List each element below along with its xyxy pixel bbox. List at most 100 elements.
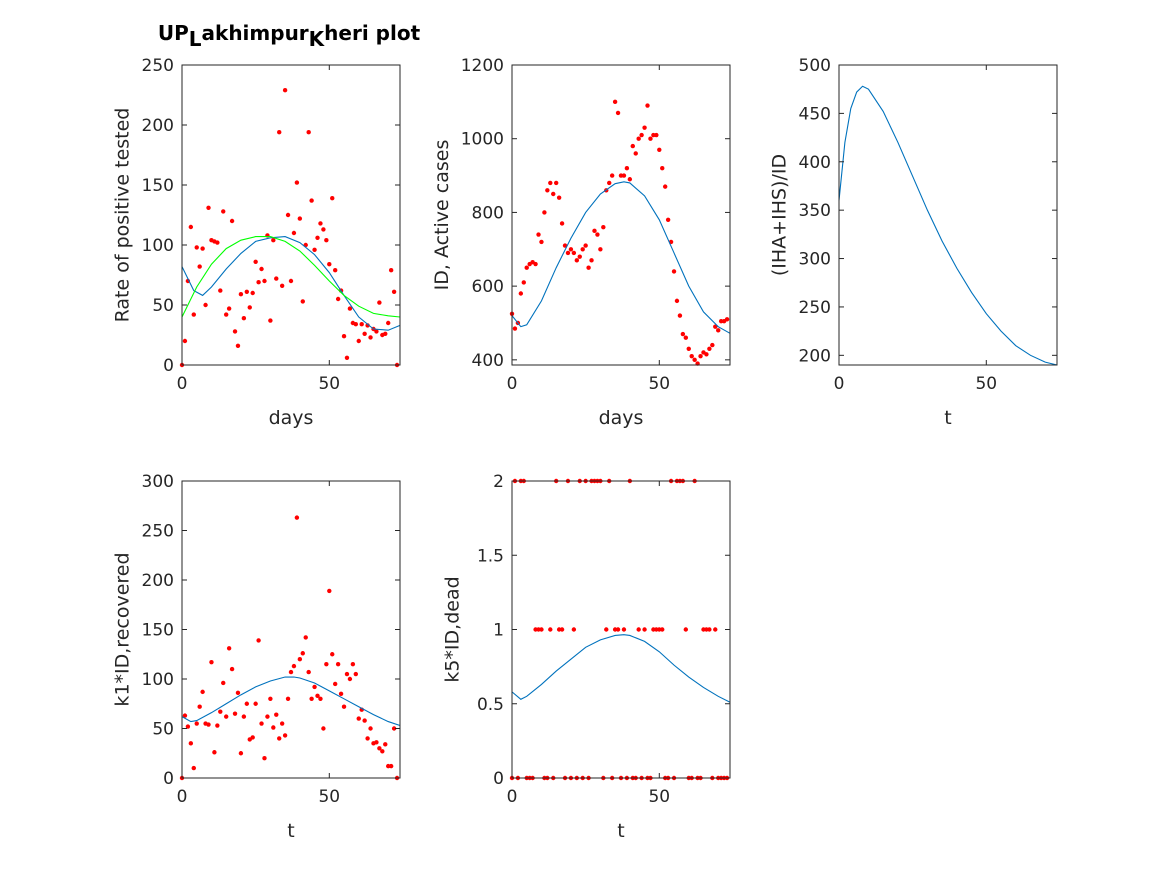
data-point xyxy=(212,750,217,755)
data-point xyxy=(185,724,191,729)
data-point xyxy=(188,224,194,230)
plot-area xyxy=(839,65,1057,365)
y-tick-label: 0 xyxy=(163,356,174,376)
data-point xyxy=(556,195,562,200)
data-point xyxy=(226,646,232,651)
data-point xyxy=(194,245,199,250)
data-point xyxy=(639,132,644,138)
data-point xyxy=(589,258,594,263)
data-point xyxy=(188,741,194,746)
x-axis-label: days xyxy=(269,407,314,429)
data-point xyxy=(724,317,730,322)
plot-area xyxy=(182,65,400,365)
data-point xyxy=(253,259,258,264)
data-point xyxy=(330,652,335,657)
data-point xyxy=(312,247,317,252)
data-point xyxy=(633,151,638,156)
data-point xyxy=(636,136,641,141)
title-part: K xyxy=(309,27,326,51)
data-point xyxy=(265,714,270,719)
data-point xyxy=(288,278,294,284)
data-point xyxy=(218,709,223,714)
data-point xyxy=(347,306,353,311)
data-point xyxy=(692,357,697,363)
data-point xyxy=(362,718,367,723)
y-tick-label: 100 xyxy=(142,236,174,256)
data-point xyxy=(583,243,588,248)
data-point xyxy=(648,136,653,141)
data-point xyxy=(341,704,347,709)
data-point xyxy=(285,212,291,218)
y-tick-label: 400 xyxy=(472,351,504,371)
axes: 0 50 400 600 800 1000 1200 days ID, Active cases xyxy=(431,56,731,429)
data-point xyxy=(294,515,300,520)
data-point xyxy=(229,666,235,672)
y-tick-label: 1200 xyxy=(461,56,504,76)
y-tick-label: 50 xyxy=(152,720,174,740)
title-part: UP xyxy=(158,21,189,45)
data-point xyxy=(215,723,220,728)
data-point xyxy=(568,247,574,252)
data-point xyxy=(615,110,621,116)
data-point xyxy=(518,291,524,296)
x-axis-label: days xyxy=(599,407,644,429)
data-point xyxy=(642,627,647,632)
data-point xyxy=(539,239,544,245)
data-point xyxy=(521,280,526,285)
data-point xyxy=(660,627,665,632)
x-tick-label: 50 xyxy=(648,787,670,807)
data-point xyxy=(683,335,689,340)
y-tick-label: 300 xyxy=(799,250,831,270)
data-point xyxy=(607,180,612,186)
data-point xyxy=(306,130,311,135)
plot-area xyxy=(512,65,730,365)
data-point xyxy=(285,696,291,701)
data-point xyxy=(247,305,252,310)
data-point xyxy=(332,268,338,273)
data-point xyxy=(627,177,633,182)
y-tick-label: 350 xyxy=(799,201,831,221)
data-point xyxy=(388,268,394,273)
y-axis-label: Rate of positive tested xyxy=(112,108,134,323)
x-tick-label: 50 xyxy=(648,374,670,394)
data-point xyxy=(559,627,565,632)
data-point xyxy=(232,711,238,716)
data-point xyxy=(335,661,341,667)
data-point xyxy=(256,638,261,643)
data-point xyxy=(356,338,361,344)
y-tick-label: 150 xyxy=(142,621,174,641)
data-point xyxy=(388,763,394,769)
data-point xyxy=(604,627,609,632)
data-point xyxy=(710,342,715,348)
y-axis-label: (IHA+IHS)/ID xyxy=(769,154,791,276)
y-tick-label: 250 xyxy=(799,298,831,318)
data-point xyxy=(386,320,391,326)
data-point xyxy=(609,173,615,178)
x-axis-label: t xyxy=(617,820,624,842)
data-point xyxy=(548,180,553,186)
data-point xyxy=(268,318,273,323)
data-point xyxy=(536,232,541,237)
data-point xyxy=(309,198,314,203)
data-point xyxy=(565,250,571,256)
x-tick-label: 0 xyxy=(834,374,845,394)
fit-line xyxy=(838,85,1058,366)
data-point xyxy=(268,696,273,701)
axes: 0 50 0 50 100 150 200 250 days Rate of positive t… xyxy=(112,21,421,429)
axes-box xyxy=(181,64,401,366)
data-point xyxy=(645,103,650,108)
data-point xyxy=(377,300,382,305)
data-point xyxy=(665,217,671,222)
data-point xyxy=(262,756,267,761)
data-point xyxy=(182,338,188,344)
y-tick-label: 500 xyxy=(799,56,831,76)
y-tick-label: 0.5 xyxy=(477,695,504,715)
data-point xyxy=(182,713,188,718)
y-tick-label: 100 xyxy=(142,670,174,690)
data-point xyxy=(707,627,712,632)
data-point xyxy=(200,246,205,251)
data-point xyxy=(244,289,250,294)
data-point xyxy=(592,228,597,234)
y-tick-label: 1000 xyxy=(461,130,504,150)
data-point xyxy=(391,289,397,294)
